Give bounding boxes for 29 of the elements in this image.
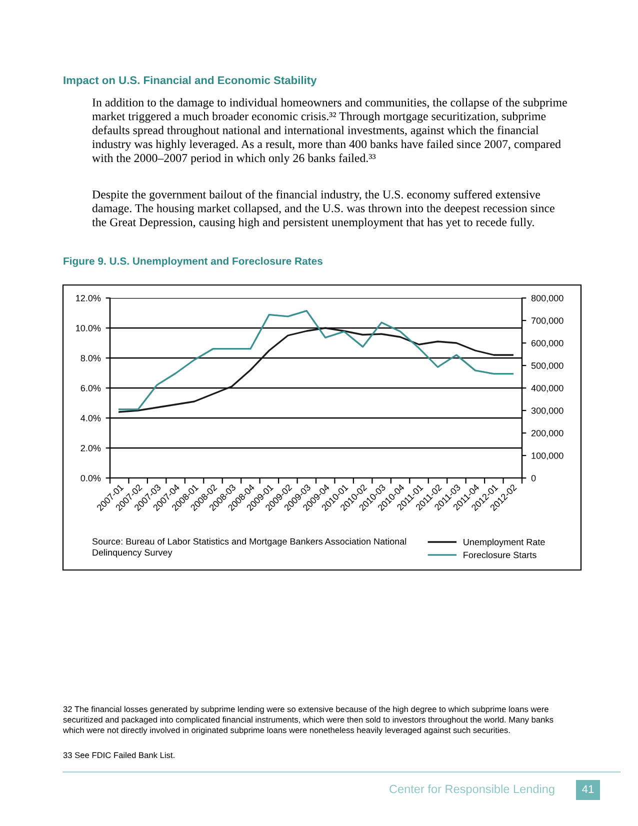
legend-label: Foreclosure Starts — [464, 552, 536, 558]
y-tick-label: 0.0% — [80, 474, 101, 482]
y2-tick-label: 0 — [531, 474, 536, 482]
text: 41 — [582, 785, 594, 793]
line-series — [118, 310, 514, 410]
source-note: Source: Bureau of Labor Statistics and Mortgage Bankers Association National Delinquency Survey — [92, 538, 406, 558]
y2-tick-label: 500,000 — [531, 362, 564, 370]
text: Center for Responsible Lending — [390, 784, 554, 796]
y2-tick-label: 300,000 — [531, 407, 564, 415]
line-series — [118, 327, 514, 413]
y-tick-label: 4.0% — [80, 414, 101, 422]
y2-tick-label: 800,000 — [531, 294, 564, 302]
y-tick-label: 10.0% — [76, 324, 101, 332]
y2-tick-label: 100,000 — [532, 452, 564, 460]
y2-tick-label: 600,000 — [531, 340, 564, 348]
y-tick-label: 6.0% — [80, 384, 101, 392]
text: Despite the government bailout of the financial industry, the U.S. economy suffered extensive damage. The housing market collapsed, and the U.S. was thrown into the deepest recession since the Great Depression, causing high and persistent unemployment that has yet to recede fully. — [92, 190, 554, 229]
y2-tick-label: 400,000 — [531, 384, 564, 392]
text: In addition to the damage to individual homeowners and communities, the collapse of the subprime market triggered a much broader economic crisis.³² Through mortgage securitization, subprime defaults spread throughout national and international investments, against which the financial industry was highly leveraged. As a result, more than 400 banks have failed since 2007, compared with the 2000–2007 period in which only 26 banks failed.³³ — [92, 98, 567, 165]
text: 32 The financial losses generated by subprime lending were so extensive because of the high degree to which subprime loans were securitized and packaged into complicated financial instruments, which were then sold to investors throughout the world. Many banks which were not directly involved in originated subprime loans were nonetheless heavily leveraged against such securities. — [62, 706, 554, 735]
legend-label: Unemployment Rate — [464, 538, 545, 548]
y-tick-label: 2.0% — [80, 444, 101, 452]
y-tick-label: 12.0% — [76, 294, 101, 302]
text: Impact on U.S. Financial and Economic Stability — [64, 76, 317, 86]
chart-title: Figure 9. U.S. Unemployment and Foreclosure Rates — [64, 257, 322, 267]
y-tick-label: 8.0% — [80, 354, 101, 362]
y2-tick-label: 700,000 — [531, 317, 564, 325]
y2-tick-label: 200,000 — [531, 430, 564, 438]
text: 33 See FDIC Failed Bank List. — [63, 752, 174, 758]
